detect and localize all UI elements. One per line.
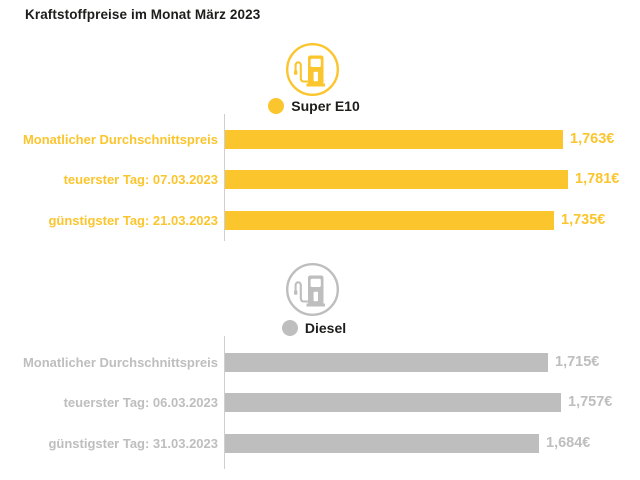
legend-super-e10: Super E10: [224, 97, 404, 115]
bar: [225, 434, 539, 453]
bar-value-label: 1,735€: [561, 212, 606, 228]
bar-value-label: 1,715€: [555, 354, 600, 370]
page-title: Kraftstoffpreise im Monat März 2023: [25, 7, 261, 22]
bar-value-label: 1,684€: [546, 435, 591, 451]
bar: [225, 130, 563, 149]
axis-baseline: [224, 114, 225, 241]
legend-label: Diesel: [304, 320, 347, 336]
bar: [225, 211, 554, 230]
bar: [225, 353, 548, 372]
axis-baseline: [224, 336, 225, 469]
fuel-pump-icon: [285, 42, 340, 97]
bar: [225, 393, 561, 412]
bar-value-label: 1,781€: [575, 171, 620, 187]
bar-row-label: Monatlicher Durchschnittspreis: [22, 355, 218, 370]
legend-diesel: Diesel: [224, 319, 404, 337]
bar-value-label: 1,757€: [568, 394, 613, 410]
bar-value-label: 1,763€: [570, 131, 615, 147]
legend-label: Super E10: [291, 98, 360, 114]
bar-row-label: teuerster Tag: 06.03.2023: [63, 395, 218, 410]
legend-dot: [281, 320, 298, 336]
bar-row-label: Monatlicher Durchschnittspreis: [22, 132, 218, 147]
bar-row-label: günstigster Tag: 31.03.2023: [48, 436, 218, 451]
bar-row-label: teuerster Tag: 07.03.2023: [63, 172, 218, 187]
fuel-pump-icon: [285, 262, 340, 317]
legend-dot: [268, 98, 285, 114]
bar: [225, 170, 568, 189]
bar-row-label: günstigster Tag: 21.03.2023: [48, 213, 218, 228]
